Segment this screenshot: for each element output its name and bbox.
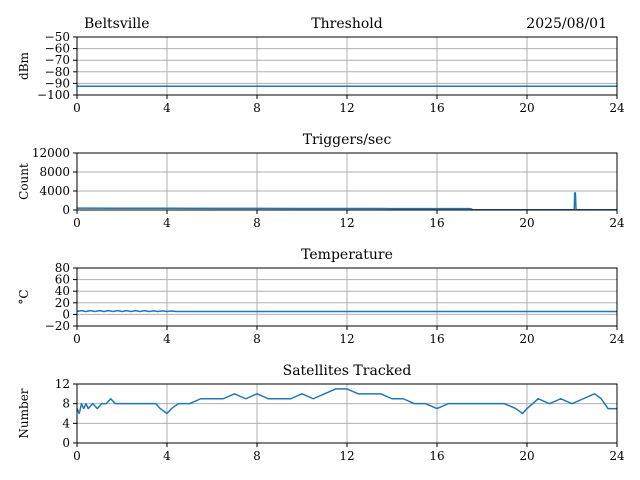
x-tick-label: 0 (73, 449, 81, 463)
y-tick-label: −20 (45, 319, 70, 333)
y-axis-label: Count (17, 163, 31, 200)
y-tick-label: 12 (55, 377, 70, 391)
y-tick-label: −90 (45, 76, 70, 90)
y-tick-label: −70 (45, 53, 70, 67)
y-tick-label: 4000 (39, 184, 70, 198)
x-tick-label: 20 (519, 449, 534, 463)
date-label: 2025/08/01 (526, 16, 607, 32)
x-tick-label: 0 (73, 101, 81, 115)
series-line (76, 309, 617, 313)
chart-title: Threshold (311, 16, 382, 32)
y-tick-label: 8 (62, 397, 70, 411)
x-tick-label: 12 (339, 101, 354, 115)
x-tick-label: 8 (253, 449, 261, 463)
chart-title: Triggers/sec (303, 132, 392, 148)
y-tick-label: 4 (62, 416, 70, 430)
x-tick-label: 16 (429, 332, 444, 346)
x-tick-label: 20 (519, 101, 534, 115)
y-axis-label: dBm (17, 51, 31, 80)
y-tick-label: −60 (45, 42, 70, 56)
station-label: Beltsville (84, 16, 150, 32)
x-tick-label: 20 (519, 332, 534, 346)
series-line (76, 388, 617, 415)
x-tick-label: 20 (519, 216, 534, 230)
x-tick-label: 24 (609, 332, 625, 346)
y-tick-label: 80 (55, 261, 70, 275)
y-axis-label: °C (17, 289, 31, 304)
panel-1: 0 4 8 12 16 20 24 −50−60−70−80−90−100 Threshold d… (17, 16, 625, 115)
x-tick-label: 24 (609, 449, 625, 463)
x-tick-label: 0 (73, 332, 81, 346)
chart-title: Satellites Tracked (283, 363, 412, 379)
x-tick-label: 4 (163, 101, 171, 115)
y-tick-label: 0 (62, 436, 70, 450)
x-tick-label: 4 (163, 216, 171, 230)
x-tick-label: 16 (429, 449, 444, 463)
y-tick-label: 40 (55, 284, 70, 298)
panel-2: 0 4 8 12 16 20 24 12000 8000 4000 0 Triggers/sec Cou… (17, 132, 625, 230)
x-tick-label: 16 (429, 101, 444, 115)
x-tick-label: 8 (253, 332, 261, 346)
y-tick-label: 0 (62, 307, 70, 321)
x-tick-label: 12 (339, 449, 354, 463)
y-tick-label: −100 (37, 88, 70, 102)
x-tick-label: 12 (339, 332, 354, 346)
x-tick-label: 8 (253, 216, 261, 230)
panel-4: 0 4 8 12 16 20 24 12 8 4 0 Satellites Tracked Number (17, 363, 625, 463)
x-tick-label: 4 (163, 332, 171, 346)
x-tick-label: 12 (339, 216, 354, 230)
y-tick-label: 60 (55, 273, 70, 287)
chart-title: Temperature (301, 247, 393, 263)
y-tick-label: 8000 (39, 165, 70, 179)
y-tick-label: 20 (55, 296, 70, 310)
y-tick-label: 0 (62, 203, 70, 217)
x-tick-label: 16 (429, 216, 444, 230)
x-tick-label: 4 (163, 449, 171, 463)
y-axis-label: Number (17, 388, 31, 438)
x-tick-label: 0 (73, 216, 81, 230)
y-tick-label: −50 (45, 30, 70, 44)
y-tick-label: −80 (45, 65, 70, 79)
x-tick-label: 24 (609, 216, 625, 230)
x-tick-label: 24 (609, 101, 625, 115)
y-tick-label: 12000 (32, 146, 70, 160)
x-tick-label: 8 (253, 101, 261, 115)
series-line (76, 192, 617, 211)
